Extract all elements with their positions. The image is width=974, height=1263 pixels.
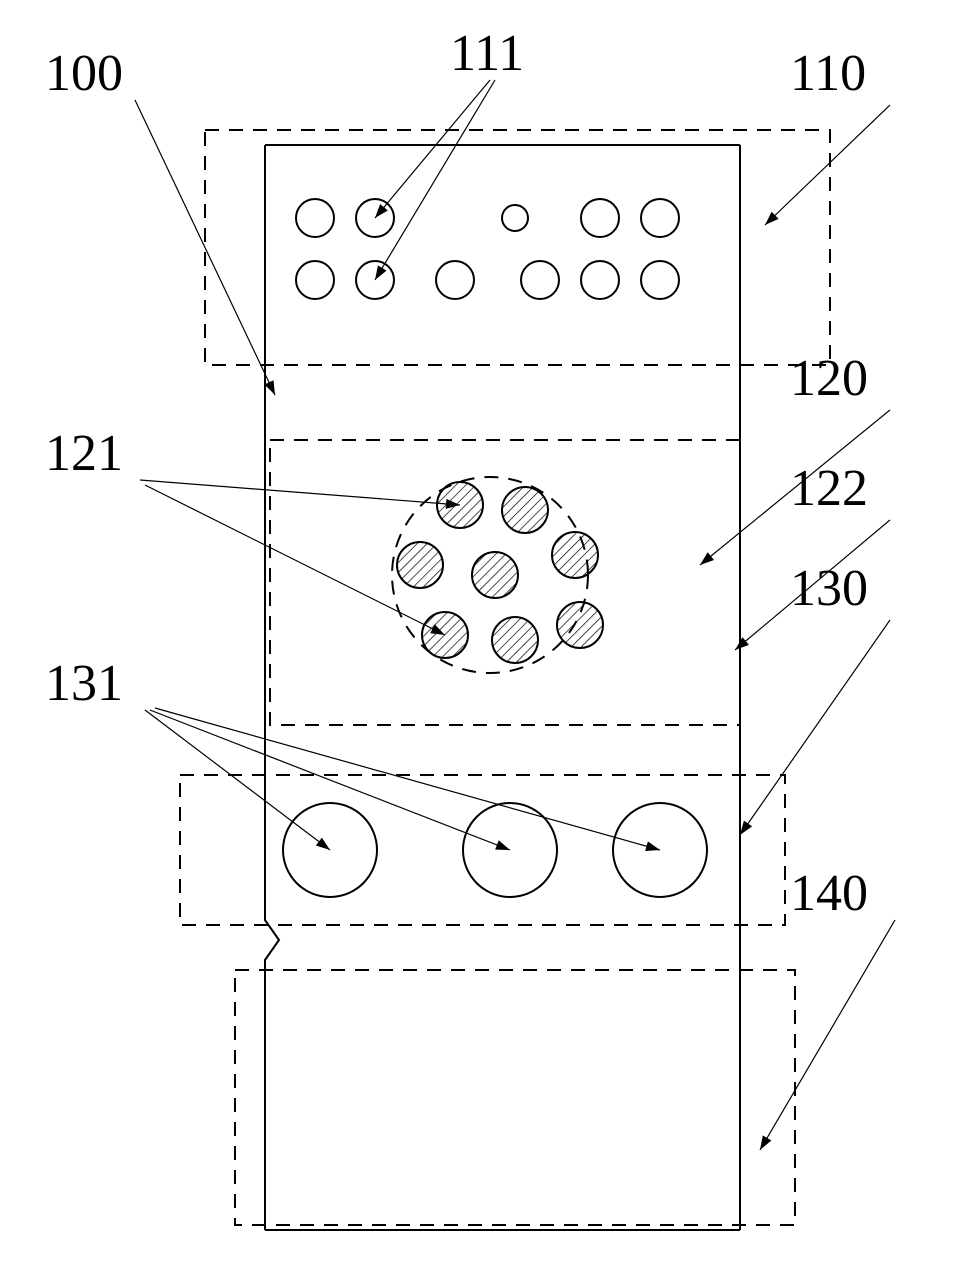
leader-L130-0-arrowhead xyxy=(740,821,752,835)
label-121: 121 xyxy=(45,425,123,482)
leader-L131-2 xyxy=(155,708,660,850)
hatched-circle-121-4 xyxy=(472,552,518,598)
region-r110 xyxy=(205,130,830,365)
hole-111-0 xyxy=(296,199,334,237)
hole-111-2 xyxy=(502,205,528,231)
hatched-circle-121-7 xyxy=(557,602,603,648)
hatched-circle-121-2 xyxy=(552,532,598,578)
leader-L121-0 xyxy=(140,480,460,505)
hole-111-5 xyxy=(296,261,334,299)
leader-L111-0-arrowhead xyxy=(375,204,388,218)
label-140: 140 xyxy=(790,865,868,922)
leader-L131-0-arrowhead xyxy=(316,838,330,850)
leader-L130-0 xyxy=(740,620,890,835)
device-left-edge-notch xyxy=(265,145,279,1230)
region-r130 xyxy=(180,775,785,925)
leader-L111-0 xyxy=(375,80,490,218)
leader-L111-1-arrowhead xyxy=(375,265,386,280)
hole-111-10 xyxy=(641,261,679,299)
hatched-circle-121-3 xyxy=(397,542,443,588)
hole-111-3 xyxy=(581,199,619,237)
hole-111-7 xyxy=(436,261,474,299)
hole-111-4 xyxy=(641,199,679,237)
label-122: 122 xyxy=(790,460,868,517)
leader-L122-0-arrowhead xyxy=(735,637,749,650)
label-131: 131 xyxy=(45,655,123,712)
label-100: 100 xyxy=(45,45,123,102)
hole-111-8 xyxy=(521,261,559,299)
leader-L120-0-arrowhead xyxy=(700,552,714,565)
label-111: 111 xyxy=(450,25,524,82)
leader-L140-0-arrowhead xyxy=(760,1135,771,1150)
leader-L131-1 xyxy=(150,710,510,850)
leader-L111-1 xyxy=(375,80,495,280)
hole-111-9 xyxy=(581,261,619,299)
label-130: 130 xyxy=(790,560,868,617)
region-r140 xyxy=(235,970,795,1225)
leader-L140-0 xyxy=(760,920,895,1150)
hatched-circle-121-1 xyxy=(502,487,548,533)
leader-L110-0 xyxy=(765,105,890,225)
leader-L100-0-arrowhead xyxy=(264,380,275,395)
leader-L131-2-arrowhead xyxy=(645,841,660,851)
hatched-circle-121-6 xyxy=(492,617,538,663)
label-110: 110 xyxy=(790,45,866,102)
label-120: 120 xyxy=(790,350,868,407)
leader-L131-1-arrowhead xyxy=(495,840,510,850)
